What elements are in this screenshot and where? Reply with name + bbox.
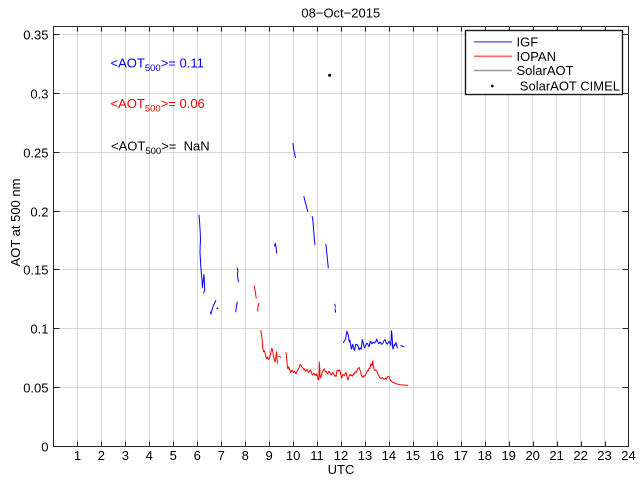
svg-text:8: 8 — [242, 448, 249, 463]
svg-text:20: 20 — [525, 448, 539, 463]
svg-text:17: 17 — [454, 448, 468, 463]
svg-text:16: 16 — [430, 448, 444, 463]
svg-text:22: 22 — [573, 448, 587, 463]
svg-text:4: 4 — [146, 448, 153, 463]
svg-text:11: 11 — [310, 448, 324, 463]
svg-text:0.05: 0.05 — [23, 380, 48, 395]
svg-text:IGF: IGF — [517, 34, 539, 49]
svg-text:5: 5 — [170, 448, 177, 463]
svg-text:14: 14 — [382, 448, 396, 463]
svg-text:9: 9 — [265, 448, 272, 463]
svg-text:<AOT500>= 0.11: <AOT500>= 0.11 — [111, 56, 204, 75]
svg-text:10: 10 — [286, 448, 300, 463]
svg-text:15: 15 — [406, 448, 420, 463]
svg-text:7: 7 — [218, 448, 225, 463]
svg-text:SolarAOT CIMEL: SolarAOT CIMEL — [520, 79, 620, 94]
svg-text:0: 0 — [41, 439, 48, 454]
svg-text:3: 3 — [122, 448, 129, 463]
svg-text:1: 1 — [74, 448, 81, 463]
svg-text:<AOT500>= 0.06: <AOT500>= 0.06 — [111, 96, 205, 115]
svg-text:24: 24 — [621, 448, 635, 463]
svg-text:0.3: 0.3 — [30, 86, 48, 101]
svg-text:21: 21 — [549, 448, 563, 463]
svg-text:0.2: 0.2 — [30, 204, 48, 219]
svg-text:0.25: 0.25 — [23, 145, 48, 160]
svg-text:AOT at 500 nm: AOT at 500 nm — [8, 179, 23, 267]
svg-text:<AOT500>= NaN: <AOT500>= NaN — [111, 139, 210, 158]
svg-text:19: 19 — [501, 448, 515, 463]
svg-text:08−Oct−2015: 08−Oct−2015 — [301, 6, 380, 21]
svg-text:23: 23 — [597, 448, 611, 463]
svg-text:SolarAOT: SolarAOT — [517, 63, 574, 78]
svg-text:UTC: UTC — [328, 462, 355, 477]
svg-text:0.1: 0.1 — [30, 321, 48, 336]
svg-text:0.35: 0.35 — [23, 27, 48, 42]
svg-text:0.15: 0.15 — [23, 262, 48, 277]
svg-text:12: 12 — [334, 448, 348, 463]
svg-text:13: 13 — [358, 448, 372, 463]
svg-text:6: 6 — [194, 448, 201, 463]
svg-text:2: 2 — [98, 448, 105, 463]
svg-text:18: 18 — [478, 448, 492, 463]
svg-text:IOPAN: IOPAN — [517, 49, 557, 64]
